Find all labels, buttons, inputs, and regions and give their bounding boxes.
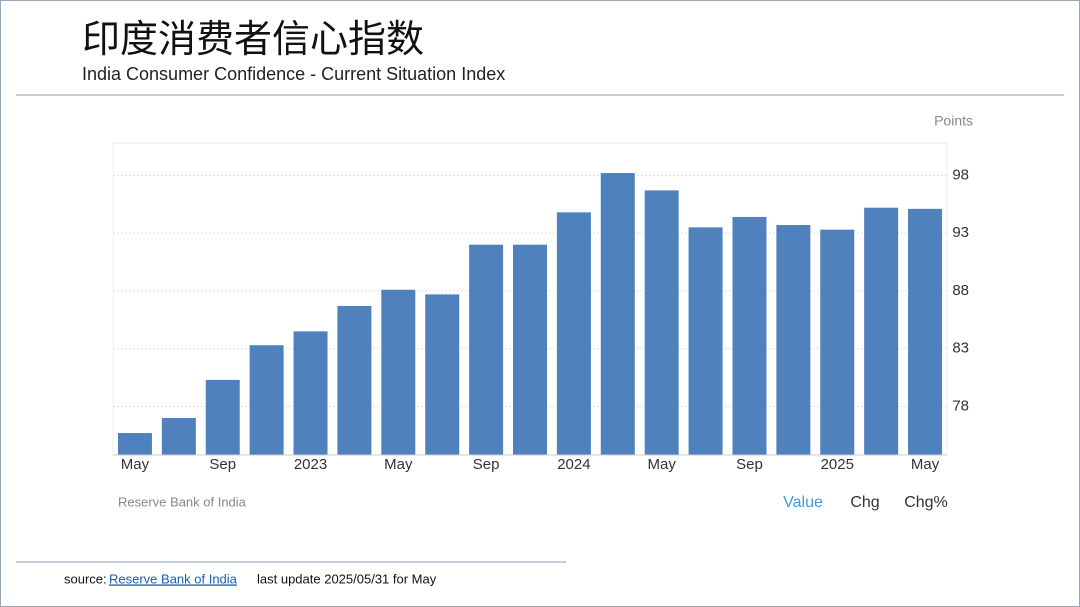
- bar: [425, 294, 460, 455]
- tab[interactable]: Value: [783, 494, 823, 511]
- bar: [293, 331, 328, 455]
- y-tick-label: 78: [952, 397, 969, 414]
- x-tick-label: 2023: [294, 456, 327, 473]
- footer-update: last update 2025/05/31 for May: [257, 571, 437, 586]
- footer-link[interactable]: Reserve Bank of India: [109, 571, 238, 586]
- x-tick-label: Sep: [736, 456, 763, 473]
- tab[interactable]: Chg: [850, 494, 879, 511]
- bar: [249, 345, 284, 455]
- x-tick-label: 2025: [821, 456, 854, 473]
- x-tick-label: Sep: [473, 456, 500, 473]
- bar: [556, 212, 591, 455]
- x-tick-label: May: [911, 456, 940, 473]
- tab[interactable]: Chg%: [904, 494, 948, 511]
- bar: [513, 244, 547, 455]
- footer-prefix: source:: [64, 571, 107, 586]
- slide-title: 印度消费者信心指数: [82, 19, 424, 61]
- bar: [600, 173, 635, 456]
- x-tick-label: May: [648, 456, 677, 473]
- y-tick-label: 83: [952, 340, 969, 357]
- unit-label: Points: [934, 113, 973, 129]
- x-tick-label: May: [384, 456, 413, 473]
- x-tick-label: Sep: [209, 456, 236, 473]
- slide-subtitle: India Consumer Confidence - Current Situ…: [82, 64, 505, 84]
- chart-source: Reserve Bank of India: [118, 494, 247, 509]
- y-tick-label: 88: [952, 282, 969, 299]
- y-tick-label: 93: [952, 224, 969, 241]
- bar: [117, 433, 152, 455]
- bar: [820, 229, 855, 455]
- bar: [337, 305, 372, 455]
- bar: [644, 190, 679, 455]
- bar: [908, 208, 943, 455]
- x-tick-label: May: [121, 456, 150, 473]
- bar: [776, 225, 811, 455]
- bar: [732, 216, 767, 455]
- bar: [205, 379, 240, 455]
- y-tick-label: 98: [952, 166, 969, 183]
- x-tick-label: 2024: [557, 456, 590, 473]
- bar: [469, 244, 504, 455]
- bar: [161, 418, 196, 455]
- bar: [381, 289, 416, 455]
- bar: [688, 227, 723, 455]
- bar: [864, 207, 899, 455]
